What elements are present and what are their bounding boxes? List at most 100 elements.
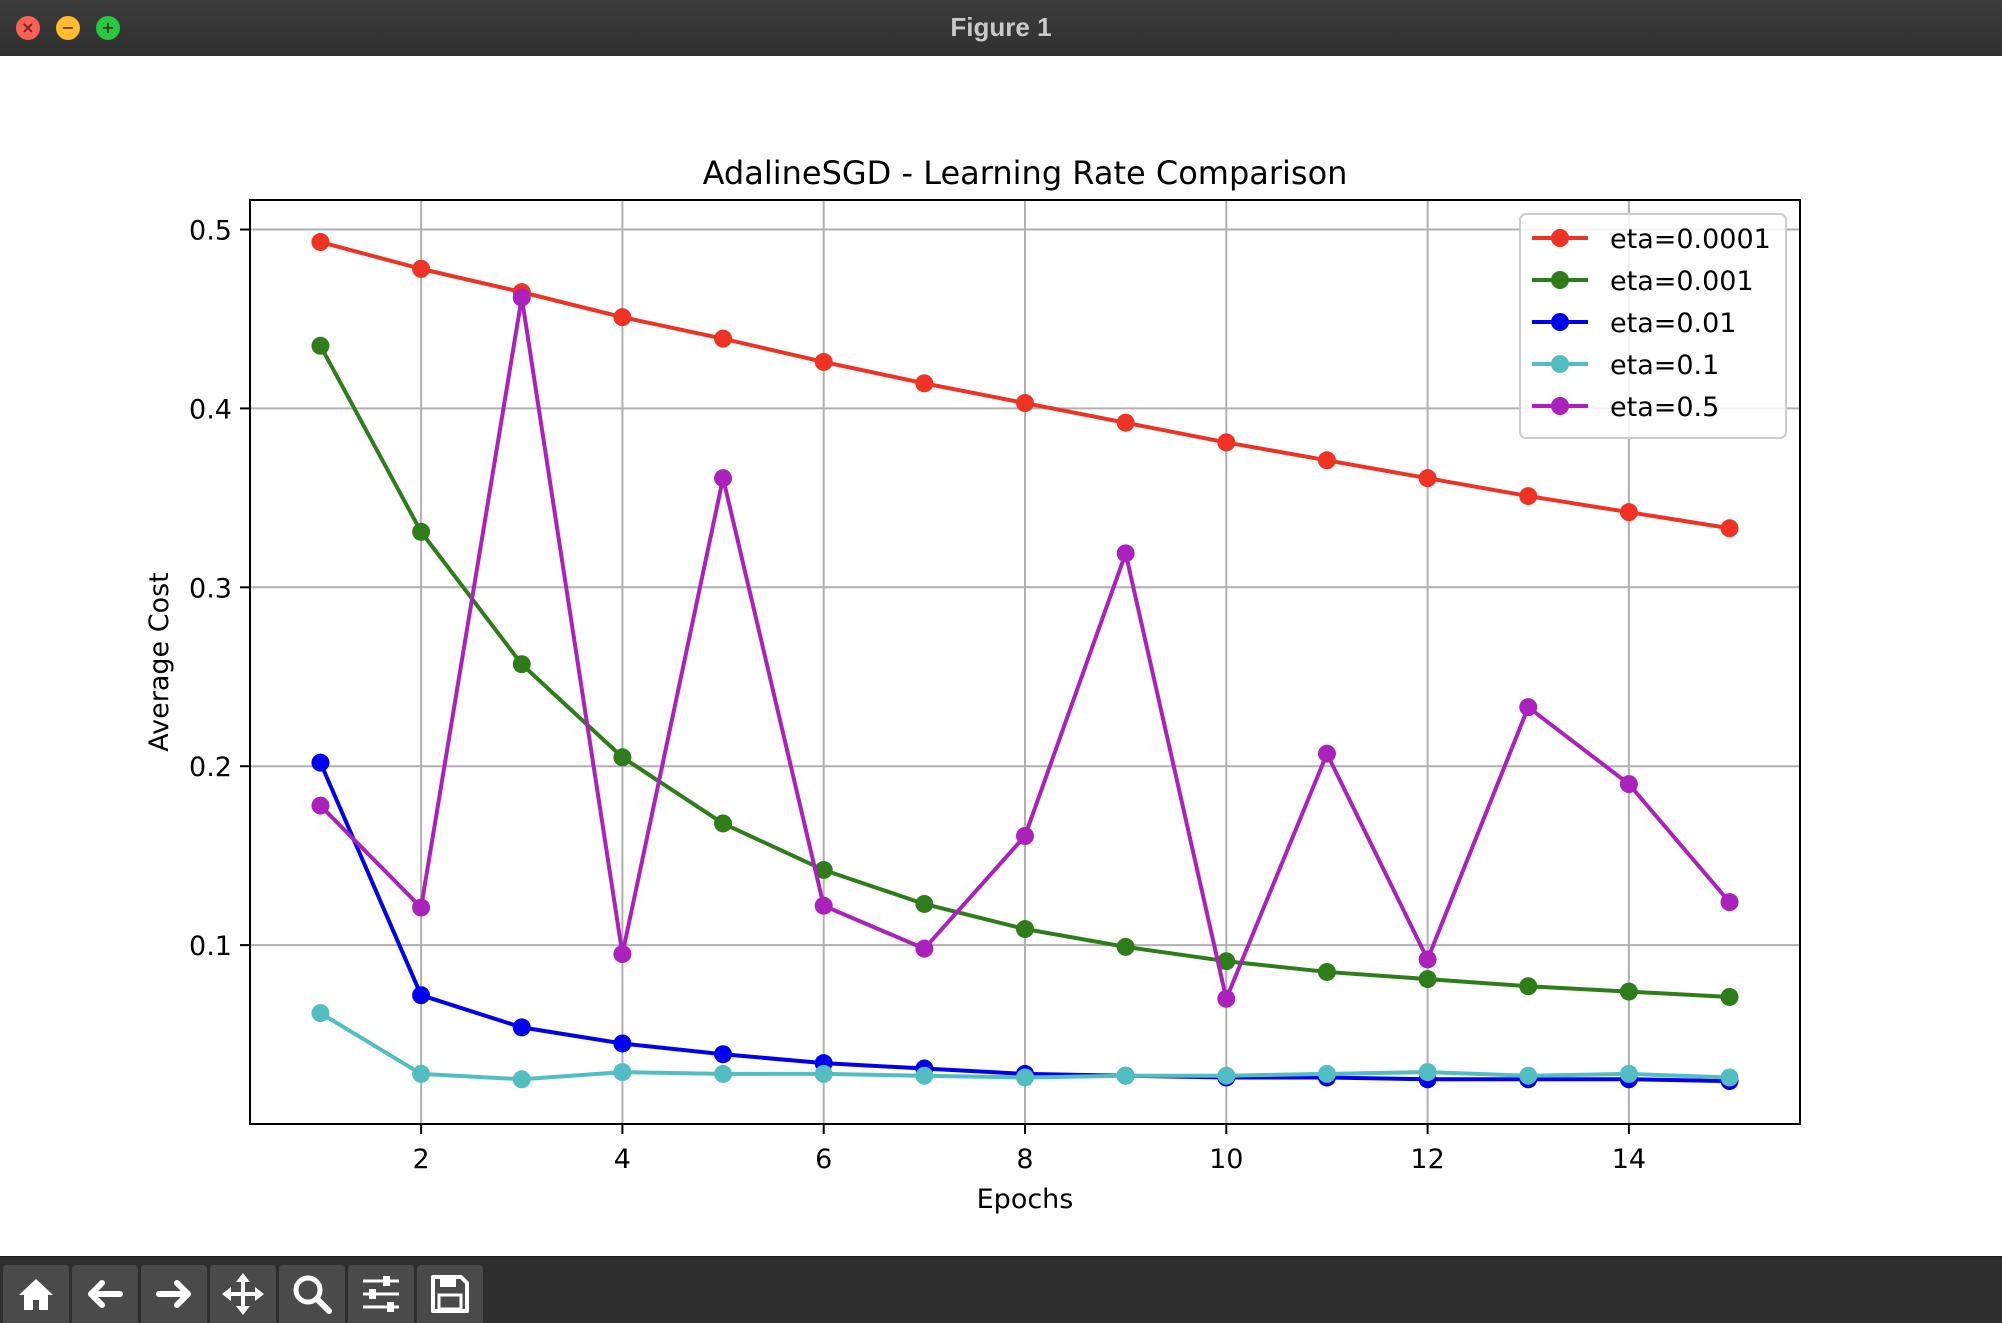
data-point [512, 288, 531, 307]
data-point [1317, 1064, 1336, 1083]
data-point [613, 1034, 632, 1053]
data-point [1619, 775, 1638, 794]
data-point [311, 1004, 330, 1023]
zoom-button[interactable] [279, 1265, 345, 1323]
close-window-button[interactable]: × [16, 16, 40, 40]
data-point [915, 1066, 934, 1085]
data-point [311, 233, 330, 252]
legend-marker [1551, 229, 1569, 247]
data-point [1720, 1068, 1739, 1087]
data-point [714, 814, 733, 833]
data-point [1317, 451, 1336, 470]
data-point [1217, 952, 1236, 971]
data-point [613, 1063, 632, 1082]
data-point [1317, 744, 1336, 763]
minimize-window-button[interactable]: − [56, 16, 80, 40]
figure-canvas[interactable]: 2 4 6 8 10 12 14 0.1 0.2 0.3 0.4 0.5 AdalineSGD - Le… [0, 56, 2002, 1256]
data-point [412, 259, 431, 278]
arrow-right-icon [156, 1280, 191, 1308]
legend-box [1519, 213, 1787, 439]
data-point [1720, 519, 1739, 538]
chart-title: AdalineSGD - Learning Rate Comparison [703, 154, 1348, 192]
legend-marker [1551, 355, 1569, 373]
data-point [1619, 1064, 1638, 1083]
legend-label: eta=0.0001 [1610, 224, 1771, 255]
back-button[interactable] [72, 1265, 138, 1323]
move-icon [222, 1273, 264, 1315]
data-point [311, 796, 330, 815]
data-point [613, 945, 632, 964]
data-point [1418, 1063, 1437, 1082]
title-bar: × − + Figure 1 [0, 0, 2002, 57]
data-point [1116, 937, 1135, 956]
zoom-window-button[interactable]: + [96, 16, 120, 40]
data-point [1720, 893, 1739, 912]
data-point [412, 1064, 431, 1083]
forward-button[interactable] [141, 1265, 207, 1323]
data-point [814, 352, 833, 371]
y-tick-label: 0.4 [189, 394, 232, 425]
search-icon [293, 1275, 332, 1314]
data-point [512, 655, 531, 674]
data-point [1016, 1068, 1034, 1087]
data-point [1418, 970, 1437, 989]
data-point [714, 1064, 733, 1083]
data-point [1418, 469, 1437, 488]
data-point [915, 894, 934, 913]
x-tick-label: 6 [815, 1144, 832, 1175]
data-point [412, 986, 431, 1005]
data-point [1619, 982, 1638, 1001]
data-point [613, 308, 632, 327]
data-point [814, 1064, 833, 1083]
x-tick-label: 10 [1209, 1144, 1243, 1175]
data-point [1217, 433, 1236, 452]
close-icon: × [21, 18, 35, 37]
data-point [1519, 698, 1538, 717]
y-tick-label: 0.5 [189, 216, 232, 247]
sliders-icon [363, 1276, 399, 1312]
data-point [1116, 413, 1135, 432]
legend-label: eta=0.5 [1610, 392, 1719, 423]
data-point [714, 469, 733, 488]
navigation-toolbar [0, 1256, 2002, 1323]
data-point [1418, 950, 1437, 969]
save-button[interactable] [417, 1265, 483, 1323]
data-point [311, 336, 330, 355]
data-point [1016, 394, 1034, 413]
data-point [1317, 962, 1336, 981]
data-point [814, 860, 833, 879]
data-point [1217, 1066, 1236, 1085]
legend-marker [1551, 397, 1569, 415]
data-point [412, 522, 431, 541]
x-tick-label: 2 [413, 1144, 430, 1175]
line-chart: 2 4 6 8 10 12 14 0.1 0.2 0.3 0.4 0.5 AdalineSGD - Le… [144, 154, 1801, 1215]
y-tick-label: 0.2 [189, 752, 232, 783]
x-tick-label: 12 [1410, 1144, 1444, 1175]
y-tick-label: 0.1 [189, 931, 232, 962]
legend-label: eta=0.1 [1610, 350, 1719, 381]
x-axis-label: Epochs [977, 1184, 1074, 1215]
home-button[interactable] [3, 1265, 69, 1323]
y-tick-label: 0.3 [189, 573, 232, 604]
data-point [915, 374, 934, 393]
data-point [1519, 977, 1538, 996]
y-axis-label: Average Cost [144, 572, 175, 751]
legend-label: eta=0.01 [1610, 308, 1736, 339]
configure-subplots-button[interactable] [348, 1265, 414, 1323]
data-point [714, 1045, 733, 1064]
data-point [1016, 826, 1034, 845]
data-point [1519, 487, 1538, 506]
legend-marker [1551, 271, 1569, 289]
data-point [1016, 920, 1034, 939]
data-point [613, 748, 632, 767]
legend-label: eta=0.001 [1610, 266, 1754, 297]
x-tick-label: 4 [614, 1144, 631, 1175]
pan-button[interactable] [210, 1265, 276, 1323]
data-point [1720, 987, 1739, 1006]
x-tick-label: 8 [1016, 1144, 1033, 1175]
data-point [1116, 1066, 1135, 1085]
data-point [311, 753, 330, 772]
x-tick-label: 14 [1612, 1144, 1646, 1175]
data-point [1217, 989, 1236, 1008]
arrow-left-icon [88, 1280, 123, 1308]
